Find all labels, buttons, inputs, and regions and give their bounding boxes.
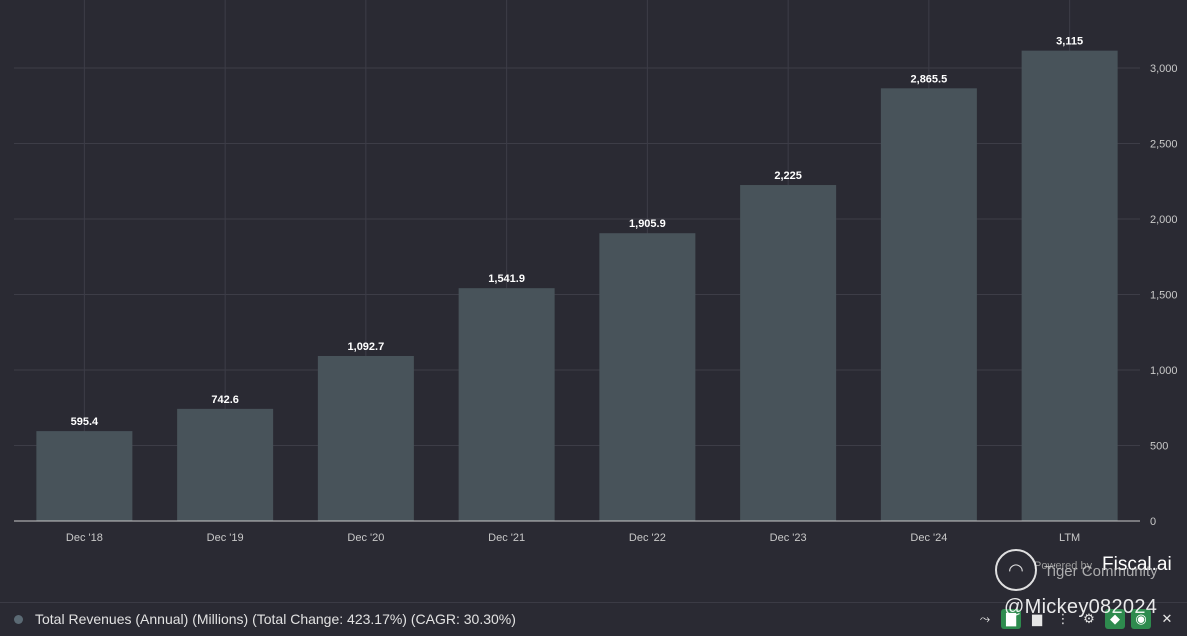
x-tick-label: Dec '19 [207, 532, 244, 544]
brand-logo[interactable]: Fiscal.ai [1102, 554, 1172, 575]
y-tick-label: 1,000 [1150, 365, 1178, 377]
more-icon[interactable]: ⋮ [1056, 611, 1070, 626]
close-icon[interactable]: ✕ [1161, 611, 1173, 626]
y-tick-label: 3,000 [1150, 63, 1178, 75]
bar [458, 288, 555, 521]
x-tick-label: Dec '18 [66, 532, 103, 544]
watermark-handle: @Mickey082024 [1004, 596, 1158, 618]
bar-value-label: 742.6 [211, 394, 239, 406]
tag-icon[interactable]: ◆ [1105, 609, 1125, 629]
legend[interactable]: Total Revenues (Annual) (Millions) (Tota… [14, 608, 516, 630]
bar-value-label: 3,115 [1056, 36, 1083, 48]
gear-icon[interactable]: ⚙ [1083, 611, 1095, 626]
y-tick-label: 500 [1150, 441, 1168, 453]
bar-chart-icon[interactable]: ▇ [1001, 609, 1021, 629]
bar [740, 185, 837, 521]
x-tick-label: Dec '20 [347, 532, 384, 544]
bar [1021, 50, 1118, 521]
x-tick-label: LTM [1059, 532, 1080, 544]
bar [36, 431, 133, 521]
y-tick-label: 0 [1150, 516, 1156, 528]
bar-value-label: 1,092.7 [348, 341, 385, 353]
x-tick-label: Dec '21 [488, 532, 525, 544]
tiger-logo-icon: ◠ [995, 549, 1037, 591]
eye-icon[interactable]: ◉ [1131, 609, 1151, 629]
footer-divider [0, 602, 1187, 603]
revenue-bar-chart: 0 500 1,000 1,500 2,000 2,500 3,000 595.4 Dec '1… [14, 0, 1178, 544]
bar [599, 233, 696, 521]
powered-by-text: Powered by [1034, 560, 1093, 572]
line-chart-icon[interactable]: ⤳ [979, 611, 991, 626]
bar-value-label: 1,541.9 [488, 273, 525, 285]
chart-toolbar: ⤳ ▇ ▆ ⋮ ⚙ ◆ ◉ ✕ [975, 608, 1177, 630]
y-tick-label: 2,000 [1150, 214, 1178, 226]
bar-value-label: 2,225 [774, 170, 802, 182]
legend-label: Total Revenues (Annual) (Millions) (Tota… [35, 611, 516, 627]
legend-swatch [14, 614, 23, 624]
bar [177, 408, 274, 521]
x-tick-label: Dec '23 [770, 532, 807, 544]
bar [880, 88, 977, 521]
bar-value-label: 2,865.5 [911, 73, 948, 85]
y-tick-label: 1,500 [1150, 290, 1178, 302]
y-tick-label: 2,500 [1150, 139, 1178, 151]
x-tick-label: Dec '24 [910, 532, 947, 544]
watermark-community: Tiger Community [1044, 563, 1158, 580]
x-tick-label: Dec '22 [629, 532, 666, 544]
bar-value-label: 595.4 [71, 416, 99, 428]
column-chart-icon[interactable]: ▆ [1032, 611, 1042, 626]
bar [317, 356, 414, 521]
bar-value-label: 1,905.9 [629, 218, 666, 230]
